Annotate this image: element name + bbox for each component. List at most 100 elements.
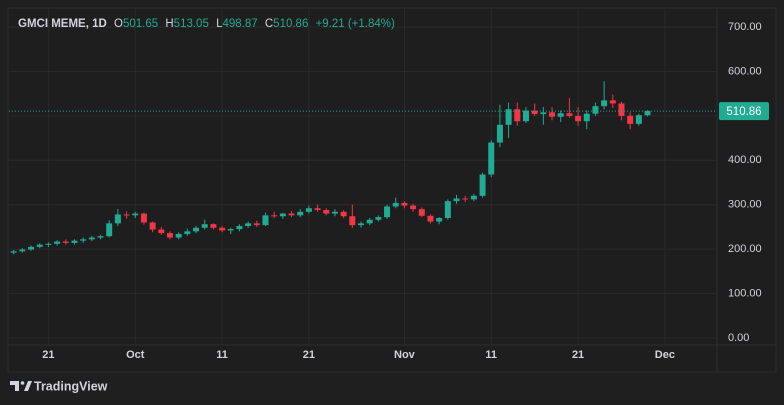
y-tick-label: 400.00 [728, 154, 762, 166]
candle-body [462, 198, 469, 200]
candle-body [531, 110, 538, 115]
candle-body [219, 227, 226, 231]
candle-body [401, 202, 408, 206]
candle-body [80, 239, 87, 241]
candle-body [184, 231, 191, 234]
candle-body [331, 211, 338, 214]
y-tick-label: 600.00 [728, 65, 762, 77]
x-tick-label: 21 [572, 349, 584, 361]
candle-body [271, 215, 278, 217]
candle-body [10, 251, 17, 253]
candle-body [227, 229, 234, 231]
x-tick-label: Dec [655, 349, 675, 361]
open-value: 501.65 [123, 18, 158, 30]
candle-body [305, 208, 312, 212]
x-tick-label: 21 [42, 349, 54, 361]
candle-body [19, 249, 26, 252]
candle-body [97, 236, 104, 238]
candle-body [123, 214, 130, 216]
candle-body [583, 113, 590, 122]
x-tick-label: Nov [394, 349, 416, 361]
candle-body [522, 110, 529, 122]
candle-body [549, 112, 556, 117]
candle-body [470, 195, 477, 200]
candle-body [193, 227, 200, 232]
candle-body [410, 205, 417, 210]
y-tick-label: 700.00 [728, 21, 762, 33]
candle-body [54, 241, 61, 244]
candle-body [36, 244, 43, 247]
candle-body [314, 208, 321, 211]
candle-body [557, 113, 564, 117]
candle-body [62, 241, 69, 243]
candle-body [418, 209, 425, 216]
candle-body [106, 223, 113, 237]
candle-body [45, 243, 52, 245]
candle-body [297, 211, 304, 216]
candle-body [496, 124, 503, 143]
candle-body [575, 115, 582, 122]
candle-body [627, 115, 634, 124]
low-label: L [216, 18, 223, 30]
candle-body [505, 109, 512, 125]
low-value: 498.87 [222, 18, 257, 30]
candle-body [592, 106, 599, 114]
candle-body [444, 201, 451, 219]
logo-mark [10, 381, 19, 391]
labels: 0.00100.00200.00300.00400.00500.00600.00… [42, 21, 769, 361]
candle-body [349, 216, 356, 226]
open-label: O [114, 18, 123, 30]
candle-body [384, 206, 391, 218]
candle-body [479, 174, 486, 196]
x-tick-label: 11 [216, 349, 228, 361]
high-value: 513.05 [174, 18, 209, 30]
candle-body [132, 213, 139, 216]
candle-body [436, 218, 443, 222]
candle-body [288, 213, 295, 216]
y-tick-label: 0.00 [728, 332, 749, 344]
candle-body [253, 223, 260, 226]
candle-body [453, 198, 460, 202]
candle-body [158, 229, 165, 234]
candles [9, 81, 717, 255]
candle-body [175, 233, 182, 238]
footer: TradingView [34, 379, 108, 393]
candle-body [28, 246, 35, 250]
candle-body [427, 215, 434, 222]
x-tick-label: 21 [303, 349, 315, 361]
logo-dot [20, 381, 25, 385]
candle-body [488, 142, 495, 175]
candle-body [566, 113, 573, 116]
candle-body [262, 215, 269, 226]
candle-body [245, 223, 252, 227]
candle-body [514, 109, 521, 122]
candle-body [392, 202, 399, 207]
chart-frame [7, 7, 777, 373]
x-tick-label: 11 [485, 349, 497, 361]
candle-body [210, 224, 217, 228]
last-price-badge [719, 102, 769, 121]
candle-body [635, 115, 642, 124]
candle-body [88, 237, 95, 240]
legend: GMCI MEME, 1D O501.65 H513.05 L498.87 C5… [18, 18, 395, 30]
logo-slash [24, 381, 32, 391]
close-label: C [265, 18, 273, 30]
candle-body [71, 240, 78, 243]
candle-body [601, 100, 608, 107]
high-label: H [165, 18, 173, 30]
y-tick-label: 200.00 [728, 243, 762, 255]
y-tick-label: 300.00 [728, 199, 762, 211]
close-value: 510.86 [273, 18, 308, 30]
candle-body [540, 112, 547, 115]
candle-body [618, 103, 625, 116]
grid [9, 9, 717, 345]
candle-body [201, 224, 208, 228]
candle-body [375, 217, 382, 220]
candle-body [236, 226, 243, 230]
candle-body [323, 210, 330, 214]
x-tick-label: Oct [126, 349, 145, 361]
candle-body [166, 233, 173, 238]
change: +9.21 (+1.84%) [316, 18, 395, 30]
